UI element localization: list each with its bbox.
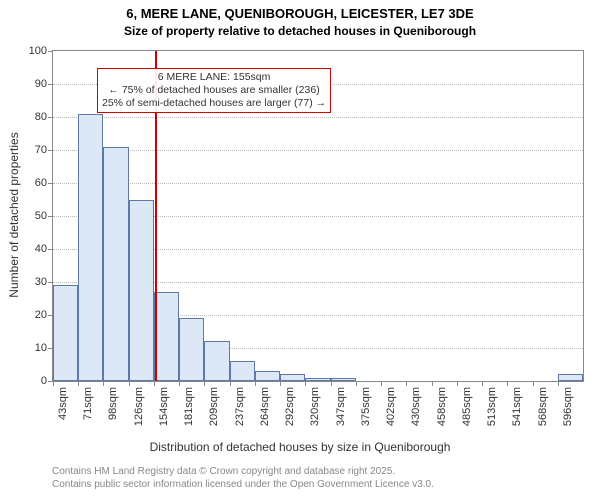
footer-attribution: Contains HM Land Registry data © Crown c… xyxy=(52,465,434,491)
ytick-label: 0 xyxy=(41,375,53,387)
xtick-mark xyxy=(406,381,407,386)
title-line-2: Size of property relative to detached ho… xyxy=(0,24,600,38)
xtick-mark xyxy=(507,381,508,386)
annotation-line-2: ← 75% of detached houses are smaller (23… xyxy=(102,84,326,97)
histogram-bar xyxy=(305,378,330,381)
xtick-mark xyxy=(154,381,155,386)
xtick-label: 596sqm xyxy=(562,387,574,426)
histogram-bar xyxy=(280,374,305,381)
xtick-label: 402sqm xyxy=(385,387,397,426)
xtick-mark xyxy=(129,381,130,386)
x-axis-label: Distribution of detached houses by size … xyxy=(0,440,600,454)
ytick-label: 50 xyxy=(35,210,53,222)
xtick-label: 320sqm xyxy=(309,387,321,426)
histogram-bar xyxy=(78,114,103,381)
gridline xyxy=(53,150,583,151)
ytick-label: 80 xyxy=(35,111,53,123)
xtick-label: 430sqm xyxy=(410,387,422,426)
annotation-line-1: 6 MERE LANE: 155sqm xyxy=(102,71,326,84)
footer-line-1: Contains HM Land Registry data © Crown c… xyxy=(52,465,434,478)
histogram-bar xyxy=(103,147,128,381)
xtick-mark xyxy=(305,381,306,386)
xtick-label: 264sqm xyxy=(259,387,271,426)
ytick-label: 60 xyxy=(35,177,53,189)
xtick-label: 568sqm xyxy=(537,387,549,426)
histogram-bar xyxy=(179,318,204,381)
histogram-bar xyxy=(129,200,154,382)
xtick-label: 513sqm xyxy=(486,387,498,426)
ytick-label: 100 xyxy=(29,45,53,57)
histogram-bar xyxy=(154,292,179,381)
xtick-mark xyxy=(255,381,256,386)
xtick-label: 541sqm xyxy=(511,387,523,426)
histogram-bar xyxy=(255,371,280,381)
ytick-label: 40 xyxy=(35,243,53,255)
plot-area: 01020304050607080901006 MERE LANE: 155sq… xyxy=(52,50,584,382)
footer-line-2: Contains public sector information licen… xyxy=(52,478,434,491)
histogram-bar xyxy=(558,374,583,381)
y-axis-label: Number of detached properties xyxy=(7,132,21,297)
xtick-mark xyxy=(230,381,231,386)
chart-container: 6, MERE LANE, QUENIBOROUGH, LEICESTER, L… xyxy=(0,0,600,500)
ytick-label: 10 xyxy=(35,342,53,354)
histogram-bar xyxy=(331,378,356,381)
xtick-label: 43sqm xyxy=(57,387,69,420)
xtick-label: 126sqm xyxy=(133,387,145,426)
xtick-label: 458sqm xyxy=(436,387,448,426)
ytick-label: 20 xyxy=(35,309,53,321)
xtick-mark xyxy=(179,381,180,386)
xtick-mark xyxy=(78,381,79,386)
xtick-mark xyxy=(432,381,433,386)
xtick-mark xyxy=(381,381,382,386)
xtick-label: 98sqm xyxy=(107,387,119,420)
xtick-label: 485sqm xyxy=(461,387,473,426)
xtick-label: 375sqm xyxy=(360,387,372,426)
xtick-mark xyxy=(356,381,357,386)
gridline xyxy=(53,183,583,184)
xtick-label: 347sqm xyxy=(335,387,347,426)
xtick-mark xyxy=(533,381,534,386)
xtick-mark xyxy=(204,381,205,386)
xtick-mark xyxy=(280,381,281,386)
xtick-label: 181sqm xyxy=(183,387,195,426)
ytick-label: 30 xyxy=(35,276,53,288)
xtick-label: 154sqm xyxy=(158,387,170,426)
xtick-label: 209sqm xyxy=(208,387,220,426)
histogram-bar xyxy=(230,361,255,381)
xtick-label: 237sqm xyxy=(234,387,246,426)
xtick-label: 292sqm xyxy=(284,387,296,426)
xtick-mark xyxy=(482,381,483,386)
annotation-box: 6 MERE LANE: 155sqm← 75% of detached hou… xyxy=(97,68,331,113)
xtick-mark xyxy=(53,381,54,386)
gridline xyxy=(53,117,583,118)
xtick-mark xyxy=(103,381,104,386)
xtick-label: 71sqm xyxy=(82,387,94,420)
title-line-1: 6, MERE LANE, QUENIBOROUGH, LEICESTER, L… xyxy=(0,6,600,21)
xtick-mark xyxy=(331,381,332,386)
xtick-mark xyxy=(558,381,559,386)
ytick-label: 90 xyxy=(35,78,53,90)
ytick-label: 70 xyxy=(35,144,53,156)
histogram-bar xyxy=(53,285,78,381)
histogram-bar xyxy=(204,341,229,381)
annotation-line-3: 25% of semi-detached houses are larger (… xyxy=(102,97,326,110)
xtick-mark xyxy=(457,381,458,386)
